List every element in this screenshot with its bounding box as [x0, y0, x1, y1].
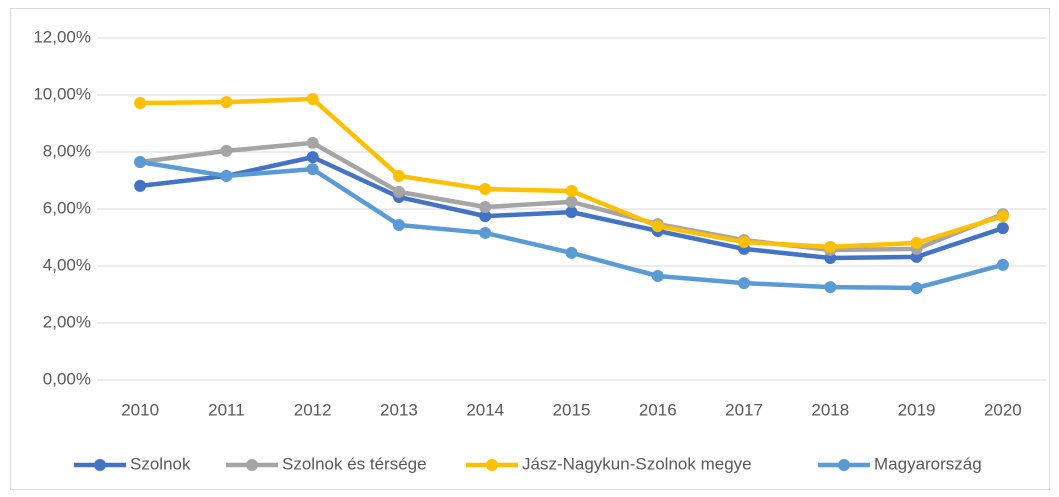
data-point: [479, 226, 492, 239]
data-point: [479, 201, 492, 214]
x-tick-label: 2020: [984, 400, 1022, 419]
legend-marker: [94, 459, 106, 471]
data-point: [220, 144, 233, 157]
data-point: [738, 277, 751, 290]
x-tick-label: 2010: [121, 400, 159, 419]
data-point: [134, 96, 147, 109]
x-tick-label: 2014: [466, 400, 504, 419]
y-tick-label: 8,00%: [43, 141, 91, 160]
data-point: [651, 269, 664, 282]
y-tick-label: 10,00%: [33, 84, 91, 103]
data-point: [306, 92, 319, 105]
y-tick-label: 2,00%: [43, 312, 91, 331]
y-tick-label: 4,00%: [43, 255, 91, 274]
data-point: [306, 163, 319, 176]
data-point: [392, 185, 405, 198]
data-point: [824, 240, 837, 253]
y-tick-label: 12,00%: [33, 27, 91, 46]
data-point: [996, 222, 1009, 235]
data-point: [996, 210, 1009, 223]
data-point: [910, 236, 923, 249]
x-tick-label: 2017: [725, 400, 763, 419]
x-tick-label: 2018: [811, 400, 849, 419]
data-point: [996, 258, 1009, 271]
data-point: [479, 183, 492, 196]
data-point: [565, 185, 578, 198]
data-point: [565, 206, 578, 219]
x-tick-label: 2016: [639, 400, 677, 419]
x-tick-label: 2013: [380, 400, 418, 419]
data-point: [392, 169, 405, 182]
legend-marker: [486, 459, 498, 471]
data-point: [392, 218, 405, 231]
data-point: [134, 155, 147, 168]
data-point: [479, 210, 492, 223]
data-point: [565, 246, 578, 259]
y-tick-label: 0,00%: [43, 369, 91, 388]
data-point: [220, 96, 233, 109]
data-point: [565, 195, 578, 208]
legend-label: Szolnok és térsége: [282, 454, 427, 473]
data-point: [306, 151, 319, 164]
legend-marker: [838, 459, 850, 471]
data-point: [910, 281, 923, 294]
data-point: [651, 220, 664, 233]
data-point: [306, 136, 319, 149]
legend-label: Magyarország: [874, 454, 982, 473]
data-point: [738, 236, 751, 249]
legend-label: Jász-Nagykun-Szolnok megye: [522, 454, 752, 473]
x-tick-label: 2015: [553, 400, 591, 419]
data-point: [134, 179, 147, 192]
legend-marker: [246, 459, 258, 471]
x-tick-label: 2012: [294, 400, 332, 419]
data-point: [824, 281, 837, 294]
x-tick-label: 2019: [898, 400, 936, 419]
legend-label: Szolnok: [130, 454, 191, 473]
data-point: [220, 169, 233, 182]
x-tick-label: 2011: [208, 400, 245, 419]
y-tick-label: 6,00%: [43, 198, 91, 217]
